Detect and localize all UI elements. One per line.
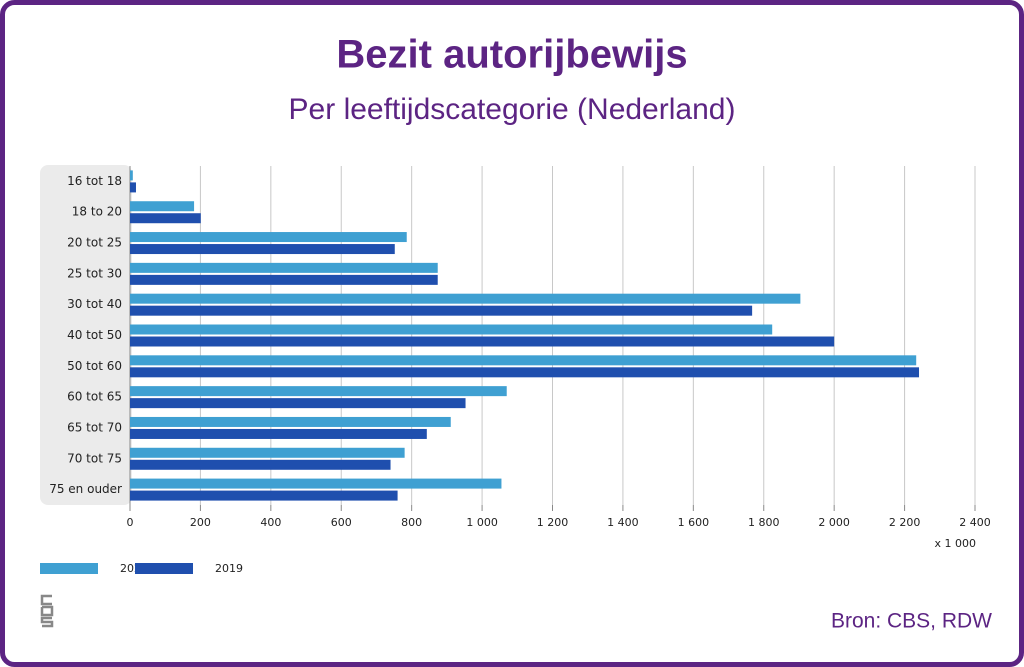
x-tick-label: 600: [331, 516, 352, 529]
bar: [130, 201, 195, 212]
bar: [130, 170, 133, 181]
x-tick-label: 1 800: [748, 516, 780, 529]
bar: [130, 459, 391, 470]
x-tick-label: 200: [190, 516, 211, 529]
y-tick-label: 16 tot 18: [67, 174, 122, 188]
y-tick-label: 60 tot 65: [67, 390, 122, 404]
y-tick-label: 70 tot 75: [67, 451, 122, 465]
bar: [130, 232, 407, 243]
y-tick-label: 50 tot 60: [67, 359, 122, 373]
bar: [130, 478, 502, 489]
x-tick-label: 800: [401, 516, 422, 529]
legend-swatch: [40, 563, 98, 574]
bar: [130, 293, 801, 304]
x-tick-label: 400: [260, 516, 281, 529]
y-tick-label: 65 tot 70: [67, 420, 122, 434]
x-tick-label: 2 200: [889, 516, 921, 529]
bar: [130, 386, 507, 397]
bar: [130, 213, 201, 224]
cbs-logo: [40, 594, 54, 628]
bar: [130, 182, 136, 193]
source: Bron: CBS, RDW: [831, 610, 992, 633]
x-tick-label: 1 600: [678, 516, 710, 529]
x-tick-label: 2 400: [959, 516, 991, 529]
chart-subtitle: Per leeftijdscategorie (Nederland): [289, 93, 736, 126]
x-tick-label: 0: [127, 516, 134, 529]
bar: [130, 428, 427, 439]
legend-swatch: [135, 563, 193, 574]
x-tick-label: 2 000: [818, 516, 850, 529]
chart-title: Bezit autorijbewijs: [336, 33, 687, 77]
bar: [130, 367, 920, 378]
bar: [130, 398, 466, 409]
bar: [130, 447, 405, 458]
x-tick-label: 1 400: [607, 516, 639, 529]
x-tick-label: 1 200: [537, 516, 569, 529]
y-tick-label: 18 to 20: [72, 205, 122, 219]
x-tick-label: 1 000: [466, 516, 498, 529]
bar: [130, 244, 395, 255]
bar: [130, 262, 438, 273]
legend-label: 2019: [215, 562, 243, 575]
bar: [130, 305, 753, 316]
bar: [130, 336, 835, 347]
category-panel: [40, 165, 132, 505]
y-tick-label: 40 tot 50: [67, 328, 122, 342]
bar: [130, 324, 773, 335]
y-tick-label: 25 tot 30: [67, 266, 122, 280]
bar: [130, 355, 917, 366]
y-tick-label: 30 tot 40: [67, 297, 122, 311]
y-tick-label: 75 en ouder: [49, 482, 122, 496]
bar: [130, 274, 438, 285]
bar: [130, 490, 398, 501]
bar: [130, 416, 451, 427]
axis-label: x 1 000: [935, 537, 977, 550]
y-tick-label: 20 tot 25: [67, 236, 122, 250]
